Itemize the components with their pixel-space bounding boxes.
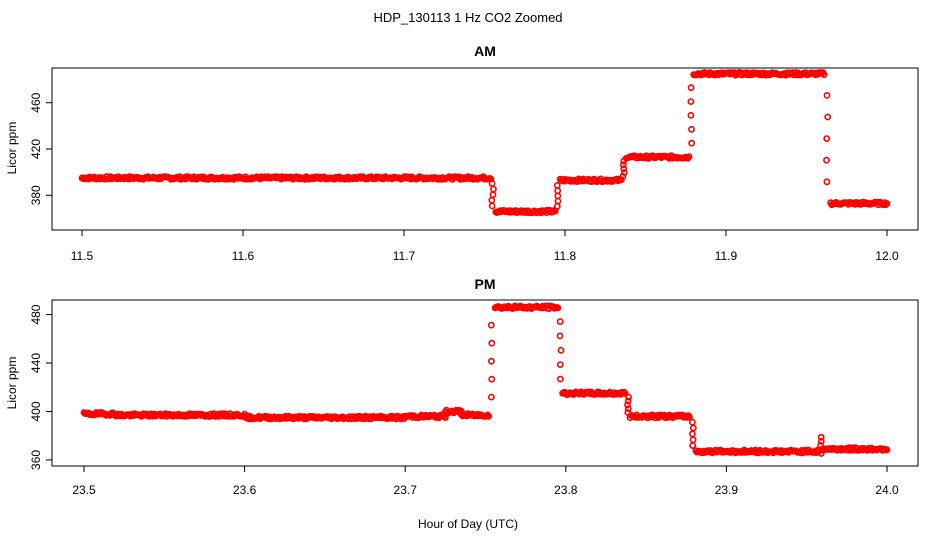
pm-data-point	[817, 441, 824, 449]
am-data-point	[687, 98, 695, 105]
pm-data-point	[487, 357, 495, 365]
am-data-point	[823, 156, 830, 164]
pm-data-point	[487, 393, 495, 401]
pm-x-tick-label: 24.0	[875, 483, 899, 497]
am-y-tick-label: 380	[29, 185, 43, 205]
pm-data-point	[557, 346, 565, 354]
pm-data-point	[488, 339, 496, 347]
am-x-tick-label: 12.0	[875, 249, 899, 263]
am-data-point	[823, 135, 831, 142]
pm-y-tick-label: 360	[29, 450, 43, 470]
pm-y-tick-label: 480	[29, 304, 43, 324]
am-data-point	[488, 180, 496, 187]
pm-data-point	[689, 436, 697, 444]
pm-data-point	[817, 433, 825, 441]
am-y-tick-label: 460	[29, 92, 43, 112]
panel-pm-plot-frame	[51, 299, 919, 467]
panel-pm-points	[80, 302, 891, 457]
am-data-point	[553, 202, 561, 210]
pm-data-point	[624, 397, 632, 405]
am-data-point	[823, 92, 831, 99]
pm-data-point	[488, 375, 496, 383]
am-data-point	[688, 125, 695, 133]
am-data-point	[688, 139, 696, 147]
am-data-point	[823, 178, 831, 186]
am-data-point	[620, 165, 628, 173]
panel-am-title: AM	[474, 43, 496, 59]
am-data-point	[687, 84, 695, 92]
pm-data-point	[689, 418, 696, 426]
pm-data-point	[557, 375, 564, 383]
pm-data-point	[624, 405, 632, 412]
am-data-point	[687, 112, 695, 119]
pm-y-tick-label: 440	[29, 353, 43, 373]
pm-data-point	[817, 437, 825, 445]
pm-data-point	[621, 390, 629, 397]
pm-data-point	[625, 393, 632, 401]
pm-data-point	[485, 412, 493, 420]
panel-am: AM Licor ppm 11.5 11.6 11.7 11.8 11.9 12.0 380…	[5, 43, 919, 263]
pm-data-point	[689, 442, 697, 449]
am-data-point	[685, 153, 693, 160]
pm-data-point	[817, 450, 825, 457]
panel-am-points	[78, 69, 891, 217]
panel-pm-ylabel: Licor ppm	[5, 357, 19, 410]
am-x-tick-label: 11.5	[71, 249, 94, 263]
am-data-point	[489, 191, 497, 199]
pm-data-point	[624, 401, 631, 409]
pm-data-point	[689, 430, 696, 438]
pm-x-tick-label: 23.7	[394, 483, 418, 497]
pm-data-point	[883, 446, 891, 454]
pm-data-point	[686, 413, 693, 421]
am-data-point	[489, 185, 497, 193]
panel-pm-title: PM	[475, 276, 496, 292]
am-data-point	[620, 169, 628, 176]
am-x-tick-label: 11.6	[232, 249, 255, 263]
pm-data-point	[690, 424, 697, 432]
pm-x-tick-label: 23.6	[233, 483, 257, 497]
am-data-point	[883, 200, 891, 207]
am-x-tick-label: 11.8	[554, 249, 577, 263]
panel-am-plot-frame	[51, 67, 919, 231]
pm-x-tick-label: 23.8	[554, 483, 578, 497]
pm-x-tick-label: 23.5	[72, 483, 96, 497]
panel-am-axes: 11.5 11.6 11.7 11.8 11.9 12.0 380 420 460	[29, 92, 899, 263]
panel-pm: PM Licor ppm 23.5 23.6 23.7 23.8 23.9 24.0 360…	[5, 276, 919, 497]
pm-data-point	[554, 304, 562, 312]
am-data-point	[488, 196, 496, 204]
figure-title: HDP_130113 1 Hz CO2 Zoomed	[373, 10, 562, 25]
am-x-tick-label: 11.9	[715, 249, 738, 263]
am-data-point	[620, 157, 628, 165]
am-data-point	[554, 187, 562, 195]
am-data-point	[488, 202, 496, 210]
pm-data-point	[556, 318, 564, 325]
pm-y-tick-label: 400	[29, 401, 43, 421]
am-data-point	[824, 113, 832, 121]
am-data-point	[553, 181, 561, 189]
panel-pm-axes: 23.5 23.6 23.7 23.8 23.9 24.0 360 400 440 480	[29, 304, 899, 497]
am-y-tick-label: 420	[29, 139, 43, 159]
panel-am-ylabel: Licor ppm	[5, 122, 19, 175]
pm-data-point	[556, 332, 564, 340]
pm-x-tick-label: 23.9	[715, 483, 739, 497]
pm-data-point	[556, 361, 564, 368]
am-data-point	[820, 71, 828, 79]
pm-data-point	[487, 321, 495, 329]
figure-xlabel: Hour of Day (UTC)	[418, 517, 518, 531]
am-data-point	[619, 161, 627, 169]
am-x-tick-label: 11.7	[393, 249, 416, 263]
pm-data-point	[624, 409, 632, 416]
am-data-point	[618, 176, 625, 184]
